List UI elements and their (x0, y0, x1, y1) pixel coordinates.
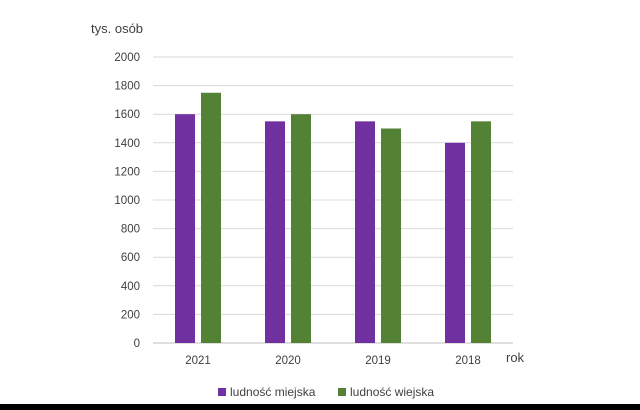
y-tick-label: 800 (121, 224, 140, 236)
bar-series-2-2020 (291, 114, 311, 343)
y-tick-label: 1400 (114, 138, 140, 150)
legend-swatch-series-2 (338, 388, 346, 396)
y-tick-label: 1600 (114, 109, 140, 121)
x-tick-label: 2018 (455, 355, 481, 367)
bar-series-1-2020 (265, 121, 285, 343)
bar-series-2-2018 (471, 121, 491, 343)
y-tick-label: 400 (121, 281, 140, 293)
x-axis-ticks: 2021 2020 2019 2018 (185, 355, 481, 367)
y-tick-label: 0 (134, 338, 140, 350)
x-tick-label: 2021 (185, 355, 211, 367)
x-axis-title: rok (506, 350, 525, 365)
x-tick-label: 2019 (365, 355, 391, 367)
bottom-border (0, 404, 640, 410)
legend-swatch-series-1 (218, 388, 226, 396)
bar-series-1-2021 (175, 114, 195, 343)
bar-series-1-2018 (445, 142, 465, 343)
bar-series-2-2021 (201, 92, 221, 343)
y-tick-label: 1200 (114, 166, 140, 178)
y-axis-ticks: 0 200 400 600 800 1000 1200 1400 1600 1800 2000 (114, 52, 140, 350)
legend-label-series-1: ludność miejska (230, 385, 316, 399)
bar-series-2-2019 (381, 128, 401, 343)
y-tick-label: 1800 (114, 81, 140, 93)
x-tick-label: 2020 (275, 355, 301, 367)
bars (175, 92, 491, 343)
y-axis-title: tys. osób (91, 21, 143, 36)
legend: ludność miejska ludność wiejska (218, 385, 434, 399)
y-tick-label: 1000 (114, 195, 140, 207)
y-tick-label: 2000 (114, 52, 140, 64)
legend-label-series-2: ludność wiejska (350, 385, 434, 399)
y-tick-label: 200 (121, 309, 140, 321)
bar-series-1-2019 (355, 121, 375, 343)
y-tick-label: 600 (121, 252, 140, 264)
